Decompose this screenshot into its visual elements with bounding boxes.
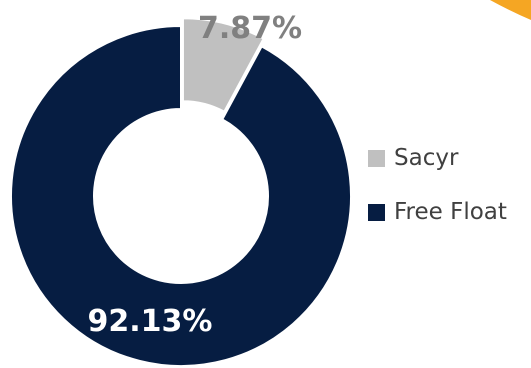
legend-label-sacyr: Sacyr (394, 145, 459, 171)
legend-item-free-float: Free Float (368, 194, 507, 230)
donut-slice-sacyr (181, 17, 265, 114)
corner-accent-shape (490, 0, 531, 20)
slices-group (10, 17, 352, 367)
legend-item-sacyr: Sacyr (368, 140, 507, 176)
legend-swatch-free-float (368, 203, 385, 221)
donut-slice-free-float (10, 24, 352, 367)
slice-labels-group: 7.87% 92.13% (88, 11, 303, 339)
legend-swatch-sacyr (368, 149, 385, 167)
legend-label-free-float: Free Float (394, 199, 507, 225)
legend: Sacyr Free Float (368, 140, 507, 248)
slice-label-sacyr: 7.87% (198, 11, 302, 46)
slice-label-free-float: 92.13% (88, 304, 213, 339)
